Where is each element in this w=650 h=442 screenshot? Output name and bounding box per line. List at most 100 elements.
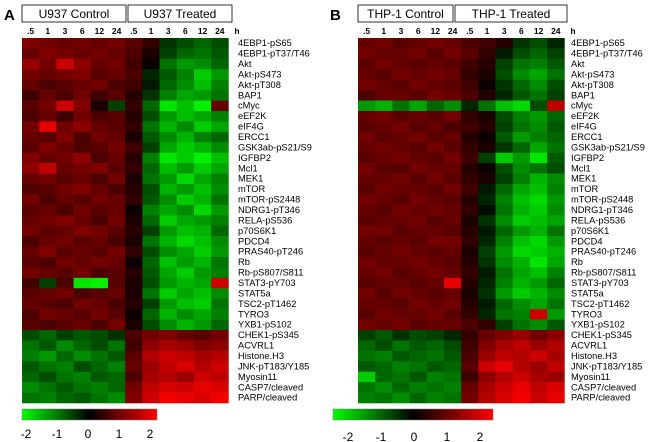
heatmap-cell <box>478 131 496 143</box>
heatmap-cell <box>142 142 160 154</box>
heatmap-cell <box>444 246 462 258</box>
heatmap-cell <box>22 392 40 404</box>
heatmap-cell <box>142 163 160 174</box>
heatmap-cell <box>547 246 565 258</box>
heatmap-cell <box>194 340 212 352</box>
heatmap-cell <box>530 246 548 258</box>
heatmap-cell <box>125 194 143 206</box>
colorbar-tick-label: -2 <box>343 430 354 442</box>
heatmap-cell <box>478 340 496 352</box>
row-label: BAP1 <box>238 90 262 100</box>
heatmap-cell <box>108 173 126 185</box>
heatmap-cell <box>461 267 479 279</box>
heatmap-cell <box>194 173 212 185</box>
heatmap-cell <box>211 69 229 81</box>
heatmap-cell <box>142 152 160 164</box>
colorbar-tick-label: 1 <box>444 430 451 442</box>
heatmap-cell <box>392 350 410 362</box>
heatmap-cell <box>108 392 126 404</box>
heatmap-cell <box>211 184 229 195</box>
heatmap-cell <box>73 361 92 373</box>
heatmap-cell <box>375 371 393 383</box>
heatmap-cell <box>444 371 462 383</box>
heatmap-cell <box>512 184 531 195</box>
row-label: YXB1-pS102 <box>571 320 625 330</box>
heatmap-cell <box>444 90 462 101</box>
colorbar-tick-label: -2 <box>21 427 32 441</box>
heatmap-cell <box>358 361 376 373</box>
timepoint-label: 24 <box>112 26 122 36</box>
heatmap-cell <box>22 257 40 268</box>
heatmap-cell <box>142 38 160 49</box>
heatmap-cell <box>194 79 212 91</box>
timepoint-label: .5 <box>27 26 34 36</box>
heatmap-cell <box>125 204 143 216</box>
colorbar <box>21 408 158 421</box>
heatmap-cell <box>22 277 40 289</box>
heatmap-cell <box>478 361 496 373</box>
heatmap-cell <box>409 38 428 49</box>
heatmap-cell <box>530 215 548 227</box>
row-label: TSC2-pT1462 <box>571 299 629 309</box>
heatmap-cell <box>125 225 143 237</box>
heatmap-cell <box>495 173 514 185</box>
heatmap-cell <box>142 121 160 133</box>
heatmap-cell <box>392 309 410 320</box>
heatmap-cell <box>73 100 92 112</box>
heatmap-cell <box>426 236 445 247</box>
heatmap-cell <box>444 100 462 112</box>
heatmap-cell <box>159 246 178 258</box>
heatmap-cell <box>22 111 40 122</box>
heatmap-cell <box>108 90 126 101</box>
heatmap-cell <box>478 184 496 195</box>
heatmap-cell <box>547 215 565 227</box>
heatmap-cell <box>39 121 57 133</box>
row-label: ERCC1 <box>238 132 270 142</box>
heatmap-cell <box>22 142 40 154</box>
colorbar <box>332 408 494 421</box>
heatmap-cell <box>495 142 514 154</box>
heatmap-cell <box>495 38 514 49</box>
heatmap-cell <box>159 319 178 331</box>
heatmap-cell <box>39 277 57 289</box>
heatmap-cell <box>358 48 376 60</box>
group-header: THP-1 Treated <box>472 7 551 21</box>
heatmap-cell <box>409 90 428 101</box>
heatmap-cell <box>409 184 428 195</box>
row-label: IGFBP2 <box>571 153 604 163</box>
timepoint-label: 24 <box>215 26 225 36</box>
heatmap-cell <box>530 330 548 341</box>
heatmap-cell <box>90 38 109 49</box>
heatmap-cell <box>392 204 410 216</box>
heatmap-cell <box>159 194 178 206</box>
heatmap-cell <box>426 361 445 373</box>
timepoint-label: 3 <box>63 26 68 36</box>
heatmap-cell <box>444 48 462 60</box>
heatmap-cell <box>159 371 178 383</box>
row-label: RELA-pS536 <box>238 215 292 225</box>
heatmap-cell <box>495 90 514 101</box>
heatmap-cell <box>392 79 410 91</box>
row-label: Akt <box>238 59 252 69</box>
heatmap-cell <box>194 152 212 164</box>
heatmap-cell <box>159 382 178 393</box>
heatmap-cell <box>530 350 548 362</box>
heatmap-cell <box>194 100 212 112</box>
heatmap-cell <box>547 382 565 393</box>
heatmap-cell <box>478 204 496 216</box>
heatmap-cell <box>444 111 462 122</box>
heatmap-cell <box>409 173 428 185</box>
heatmap-cell <box>56 257 74 268</box>
heatmap-cell <box>444 298 462 310</box>
heatmap-cell <box>108 350 126 362</box>
heatmap-cell <box>495 184 514 195</box>
heatmap-cell <box>358 204 376 216</box>
heatmap-cell <box>108 288 126 300</box>
timepoint-label: .5 <box>466 26 473 36</box>
heatmap-cell <box>142 111 160 122</box>
heatmap-cell <box>444 152 462 164</box>
heatmap-cell <box>73 184 92 195</box>
heatmap-cell <box>512 392 531 404</box>
heatmap-cell <box>211 225 229 237</box>
heatmap-cell <box>125 298 143 310</box>
